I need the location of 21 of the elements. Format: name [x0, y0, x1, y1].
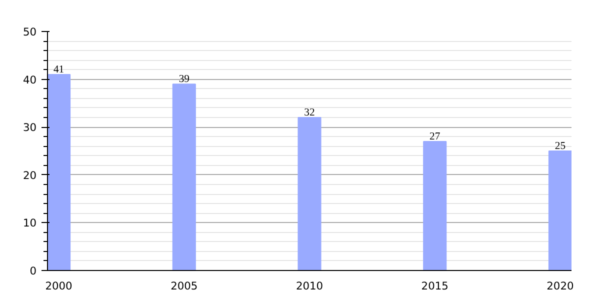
data-label: 39: [178, 74, 190, 86]
x-tick-label: 2020: [546, 280, 574, 292]
y-tick-label: 10: [22, 216, 37, 230]
bar: [423, 140, 447, 270]
y-tick-label: 30: [22, 121, 37, 134]
y-tick-label: 20: [22, 168, 37, 182]
x-tick-label: 2005: [170, 280, 198, 292]
y-tick-label: 50: [22, 26, 37, 38]
y-tick-label: 0: [30, 264, 37, 278]
bar: [48, 74, 71, 270]
bar: [172, 84, 196, 270]
x-tick-label: 2000: [45, 280, 73, 292]
x-tick-label: 2010: [296, 280, 324, 292]
data-label: 25: [554, 141, 566, 152]
y-tick-label: 40: [22, 73, 37, 86]
data-label: 41: [53, 64, 64, 76]
data-label: 32: [304, 108, 315, 119]
x-tick-label: 2015: [421, 280, 448, 292]
data-label: 27: [430, 131, 441, 142]
bar: [548, 150, 572, 270]
bar: [298, 117, 322, 270]
